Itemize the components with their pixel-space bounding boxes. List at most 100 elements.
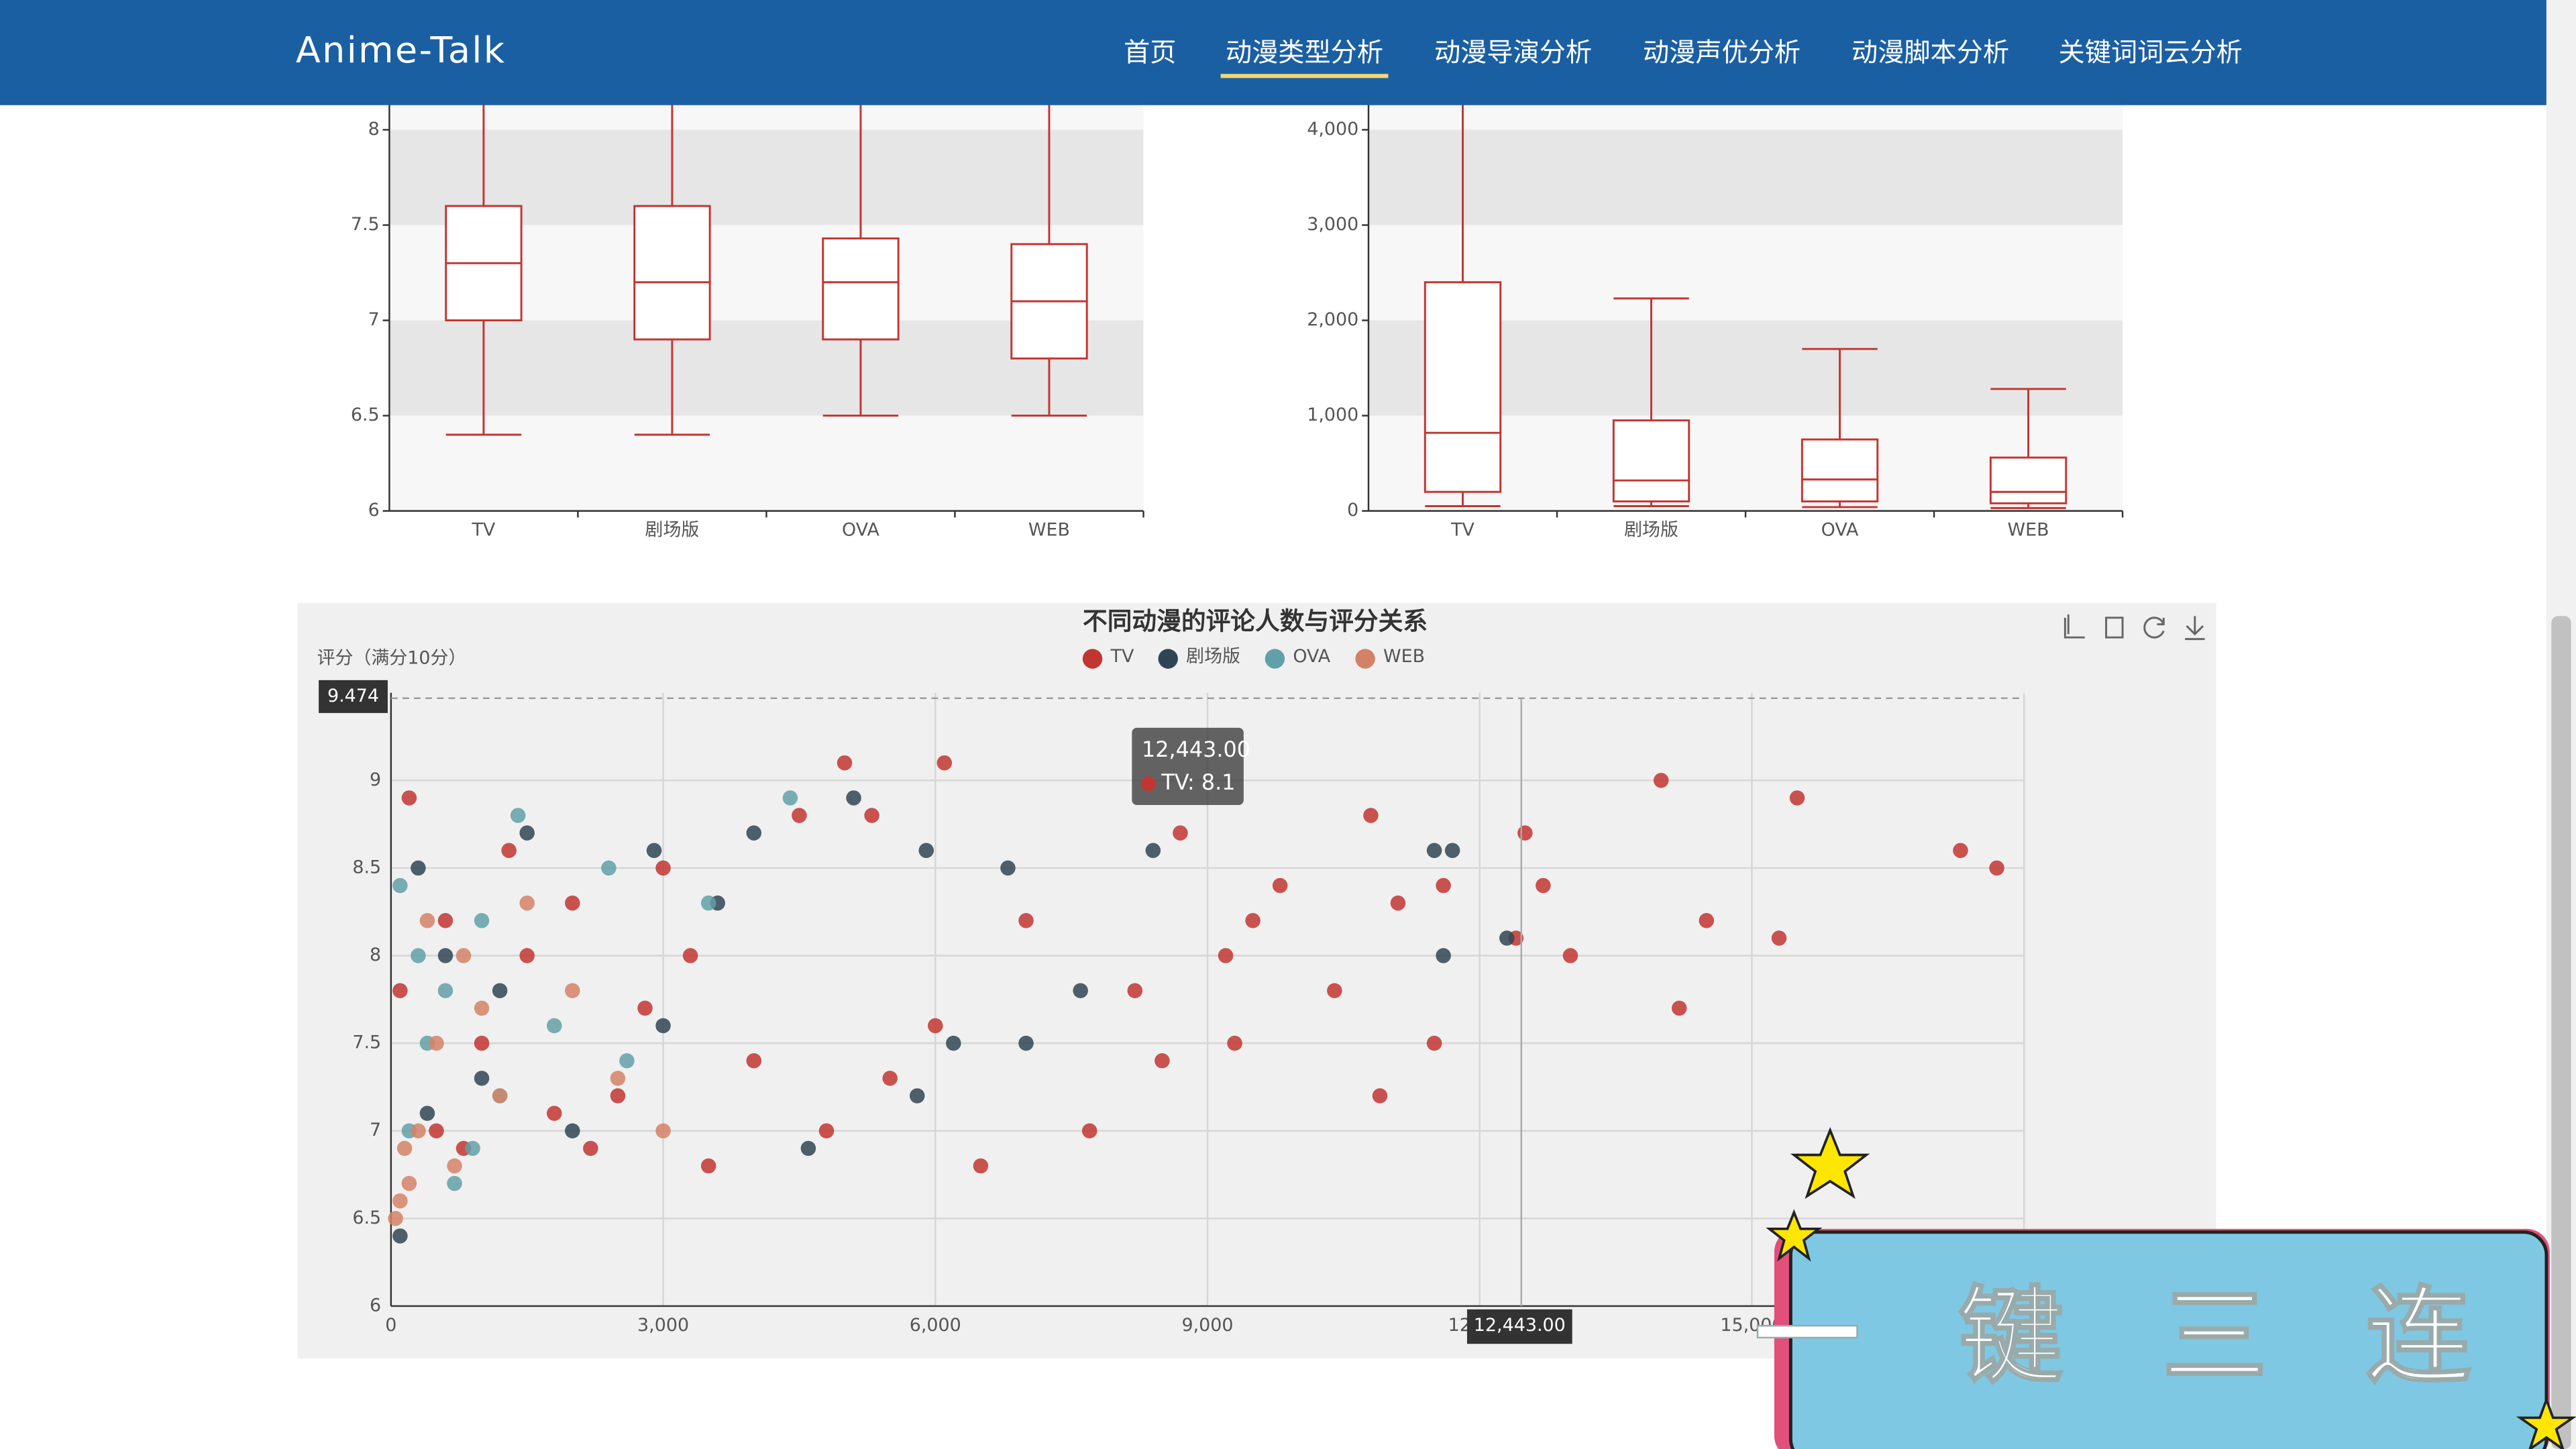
navbar: Anime-Talk 首页 动漫类型分析 动漫导演分析 动漫声优分析 动漫脚本分析 关键词…: [0, 0, 2546, 105]
scatter-point: [800, 1140, 816, 1157]
star: [1790, 1126, 1870, 1199]
scatter-point: [547, 1106, 562, 1121]
x-tick-label: 9,000: [1181, 1315, 1233, 1336]
scatter-point: [419, 1106, 435, 1121]
scatter-point: [1789, 790, 1805, 806]
box: [822, 237, 900, 341]
nav-item[interactable]: 动漫类型分析: [1226, 38, 1383, 68]
scatter-point: [1173, 825, 1188, 841]
legend-label[interactable]: WEB: [1383, 646, 1425, 667]
zoom-icon[interactable]: [2063, 614, 2085, 639]
box: [1612, 419, 1690, 502]
download-icon[interactable]: [2185, 616, 2205, 641]
scatter-point: [392, 1228, 408, 1244]
tooltip-title: 12,443.00: [1142, 737, 1250, 762]
y-tick-label: 2,000: [1307, 309, 1358, 330]
y-tick-label: 7.5: [351, 214, 380, 235]
scatter-point: [973, 1158, 989, 1174]
y-tick-label: 8: [368, 119, 380, 140]
scatter-point: [864, 808, 879, 823]
scatter-point: [1000, 860, 1016, 876]
scatter-point: [1989, 860, 2004, 876]
toolbox[interactable]: [2063, 614, 2205, 641]
scatter-point: [1436, 948, 1451, 963]
split-area: [1368, 129, 2123, 225]
x-tick-label: OVA: [1821, 520, 1859, 541]
scatter-point: [682, 948, 698, 963]
legend-label[interactable]: TV: [1110, 646, 1134, 667]
overlay-banner: 一键三连: [1754, 1126, 2576, 1449]
scatter-point: [1426, 843, 1442, 859]
box: [1801, 438, 1879, 502]
tooltip-bg: [1132, 727, 1244, 805]
scatter-point: [1436, 877, 1451, 894]
scatter-point: [782, 790, 798, 806]
nav-item[interactable]: 关键词词云分析: [2059, 38, 2243, 68]
scatter-point: [1227, 1035, 1242, 1051]
scatter-point: [1272, 877, 1288, 894]
scatter-point: [1073, 983, 1088, 999]
scatter-point: [396, 1140, 413, 1157]
scatter-point: [1699, 913, 1715, 928]
y-tick-label: 4,000: [1307, 119, 1358, 140]
tooltip-item: TV: 8.1: [1161, 769, 1235, 795]
legend-label[interactable]: 剧场版: [1186, 646, 1240, 667]
scatter-point: [411, 948, 426, 963]
scatter-point: [411, 1123, 426, 1139]
box: [633, 205, 711, 341]
y-tick-label: 7: [368, 309, 380, 330]
scatter-point: [610, 1071, 626, 1086]
scatter-point: [746, 1053, 762, 1069]
legend-marker[interactable]: [1158, 649, 1178, 669]
y-tick-label: 8.5: [352, 857, 381, 877]
zoom-reset-icon[interactable]: [2105, 616, 2124, 639]
y-pointer-label-bg: [319, 680, 388, 713]
scatter-point: [1671, 1000, 1687, 1016]
scatter-point: [1426, 1035, 1442, 1051]
y-tick-label: 6.5: [352, 1208, 381, 1228]
scatter-point: [465, 1140, 480, 1157]
box: [1424, 281, 1502, 493]
scatter-point: [474, 913, 490, 928]
x-tick-label: 剧场版: [645, 520, 700, 541]
scatter-point: [1245, 913, 1260, 928]
scatter-point: [837, 755, 853, 771]
scatter-point: [455, 948, 472, 963]
navbar-bg: [0, 0, 2546, 105]
legend-marker[interactable]: [1265, 649, 1285, 669]
scatter-point: [474, 1035, 490, 1051]
scatter-point: [1018, 1035, 1034, 1051]
legend-label[interactable]: OVA: [1293, 646, 1330, 667]
restore-icon[interactable]: [2143, 616, 2165, 639]
brand[interactable]: Anime-Talk: [296, 29, 506, 71]
scatter-point: [610, 1088, 626, 1104]
scatter-point: [392, 983, 408, 999]
legend-marker[interactable]: [1355, 649, 1375, 669]
scatter-point: [1653, 773, 1669, 788]
nav-item[interactable]: 动漫声优分析: [1643, 38, 1801, 68]
scatter-point: [1517, 825, 1533, 841]
scatter-point: [655, 1123, 671, 1139]
scatter-point: [637, 1000, 653, 1016]
scatter-point: [474, 1071, 490, 1086]
box: [1989, 456, 2068, 504]
scatter-point: [519, 895, 535, 911]
x-tick-label: OVA: [842, 520, 879, 541]
scatter-point: [565, 1123, 580, 1139]
scatter-point: [447, 1158, 462, 1174]
banner-box: [1788, 1230, 2548, 1449]
scatter-point: [818, 1123, 835, 1139]
scatter-point: [1145, 843, 1161, 859]
scatter-point: [1372, 1088, 1388, 1104]
scatter-point: [519, 948, 535, 963]
scatter-point: [746, 825, 762, 841]
x-tick-label: 15,000: [1720, 1315, 1783, 1336]
nav-item[interactable]: 首页: [1124, 38, 1176, 68]
legend-marker[interactable]: [1082, 649, 1103, 669]
nav-item[interactable]: 动漫脚本分析: [1851, 38, 2009, 68]
scrollbar-thumb[interactable]: [2551, 616, 2571, 1449]
scatter-point: [655, 1018, 671, 1034]
scatter-point: [392, 877, 408, 894]
nav-item[interactable]: 动漫导演分析: [1434, 38, 1592, 68]
scatter-point: [1327, 983, 1342, 999]
